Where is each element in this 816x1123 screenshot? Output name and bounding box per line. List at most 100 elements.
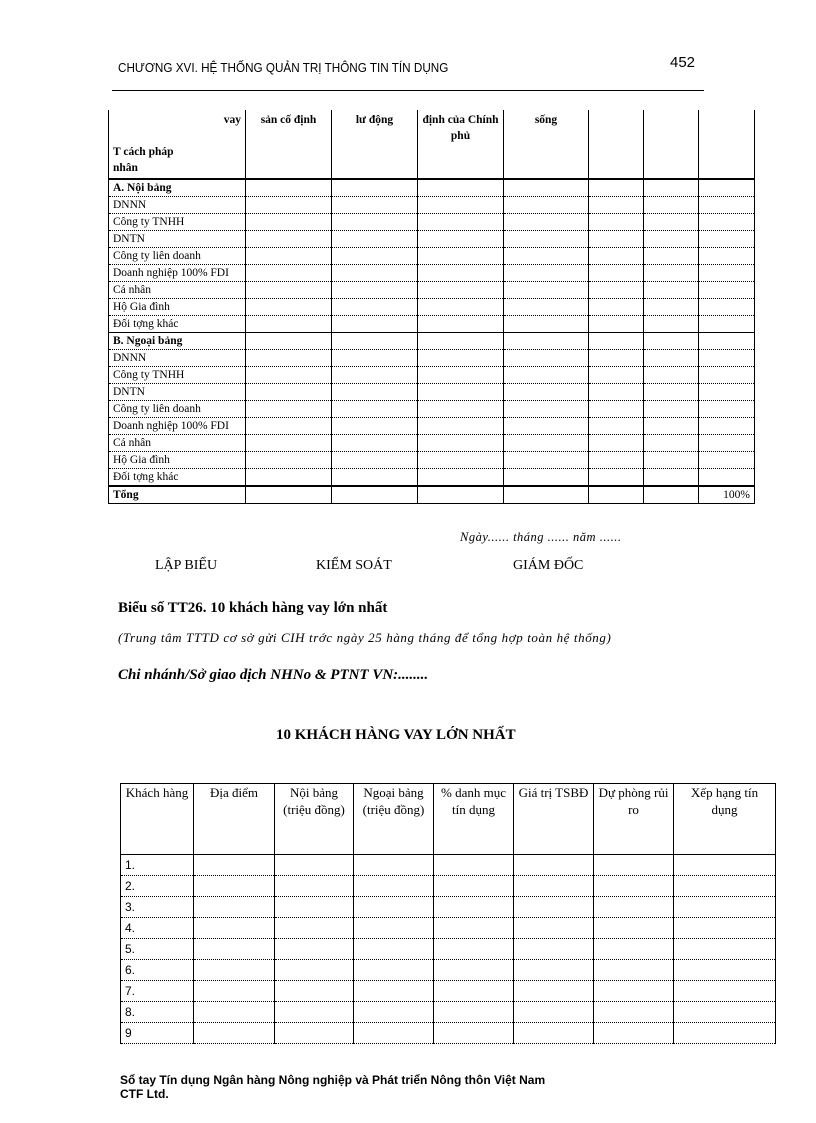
data-cell: [274, 875, 354, 897]
data-cell: [673, 959, 776, 981]
data-cell: [698, 298, 755, 316]
data-cell: [513, 917, 594, 939]
data-cell: [593, 938, 674, 960]
data-cell: [643, 434, 699, 452]
data-cell: [353, 1022, 434, 1044]
footer: Sổ tay Tín dụng Ngân hàng Nông nghiệp và…: [120, 1073, 545, 1101]
data-cell: [673, 917, 776, 939]
data-cell: [417, 315, 504, 333]
data-cell: [417, 468, 504, 487]
row-number: 1.: [120, 854, 194, 876]
data-cell: [643, 417, 699, 435]
data-cell: [245, 349, 332, 367]
data-cell: [193, 1001, 275, 1023]
data-cell: [331, 264, 418, 282]
data-cell: [643, 230, 699, 248]
data-cell: [588, 383, 644, 401]
data-cell: [417, 230, 504, 248]
data-cell: [588, 178, 644, 197]
data-cell: [588, 468, 644, 487]
signature-controller: KIỂM SOÁT: [316, 558, 392, 573]
data-cell: [193, 938, 275, 960]
data-cell: [503, 468, 589, 487]
data-cell: [417, 485, 504, 504]
table-row: Đối tợng khác: [108, 468, 755, 487]
data-cell: [353, 959, 434, 981]
data-cell: [331, 349, 418, 367]
data-cell: [331, 400, 418, 418]
header-cell: Khách hàng: [120, 783, 194, 855]
top-borrowers-table: Khách hàng Địa điểm Nội bảng (triệu đồng) N…: [120, 783, 776, 1044]
header-cell: sản cố định: [245, 110, 332, 180]
data-cell: [698, 264, 755, 282]
table-row: 7.: [120, 980, 776, 1002]
data-cell: [331, 332, 418, 350]
data-cell: [193, 917, 275, 939]
data-cell: [513, 959, 594, 981]
data-cell: [593, 854, 674, 876]
data-cell: [643, 281, 699, 299]
table-row: DNTN: [108, 230, 755, 248]
data-cell: [417, 298, 504, 316]
data-cell: [588, 332, 644, 350]
data-cell: [245, 315, 332, 333]
table-row: DNTN: [108, 383, 755, 401]
data-cell: [245, 213, 332, 231]
data-cell: [503, 434, 589, 452]
data-cell: [503, 264, 589, 282]
row-label: Công ty TNHH: [108, 366, 246, 384]
header-cell: Địa điểm: [193, 783, 275, 855]
total-label: Tổng: [108, 485, 246, 504]
data-cell: [433, 917, 514, 939]
table-row: Doanh nghiệp 100% FDI: [108, 417, 755, 435]
data-cell: [643, 400, 699, 418]
row-label: Hộ Gia đình: [108, 298, 246, 316]
data-cell: [588, 400, 644, 418]
data-cell: [588, 264, 644, 282]
data-cell: [433, 938, 514, 960]
data-cell: [331, 315, 418, 333]
data-cell: [274, 1022, 354, 1044]
data-cell: [331, 213, 418, 231]
data-cell: [433, 1001, 514, 1023]
data-cell: [331, 281, 418, 299]
data-cell: [433, 980, 514, 1002]
data-cell: [245, 417, 332, 435]
data-cell: [698, 417, 755, 435]
data-cell: [698, 332, 755, 350]
data-cell: [673, 875, 776, 897]
table-header-row: Khách hàng Địa điểm Nội bảng (triệu đồng) N…: [120, 783, 776, 855]
data-cell: [643, 485, 699, 504]
data-cell: [193, 896, 275, 918]
table-row: Hộ Gia đình: [108, 451, 755, 469]
row-number: 6.: [120, 959, 194, 981]
table-row: Hộ Gia đình: [108, 298, 755, 316]
data-cell: [588, 434, 644, 452]
data-cell: [513, 854, 594, 876]
data-cell: [673, 1022, 776, 1044]
data-cell: [245, 196, 332, 214]
data-cell: [274, 896, 354, 918]
row-label: Cá nhân: [108, 281, 246, 299]
data-cell: [245, 230, 332, 248]
row-number: 2.: [120, 875, 194, 897]
data-cell: [513, 938, 594, 960]
row-label: Công ty liên doanh: [108, 247, 246, 265]
data-cell: [193, 875, 275, 897]
row-label: DNNN: [108, 196, 246, 214]
table-row: Công ty TNHH: [108, 213, 755, 231]
row-number: 8.: [120, 1001, 194, 1023]
data-cell: [193, 1022, 275, 1044]
header-subtext: T cách pháp nhân: [113, 146, 174, 174]
data-cell: [331, 417, 418, 435]
data-cell: [673, 1001, 776, 1023]
header-cell: Dự phòng rủi ro: [593, 783, 674, 855]
data-cell: [593, 1001, 674, 1023]
data-cell: [643, 298, 699, 316]
data-cell: [503, 315, 589, 333]
data-cell: [417, 178, 504, 197]
data-cell: [193, 980, 275, 1002]
data-cell: [673, 980, 776, 1002]
data-cell: [274, 854, 354, 876]
data-cell: [417, 196, 504, 214]
